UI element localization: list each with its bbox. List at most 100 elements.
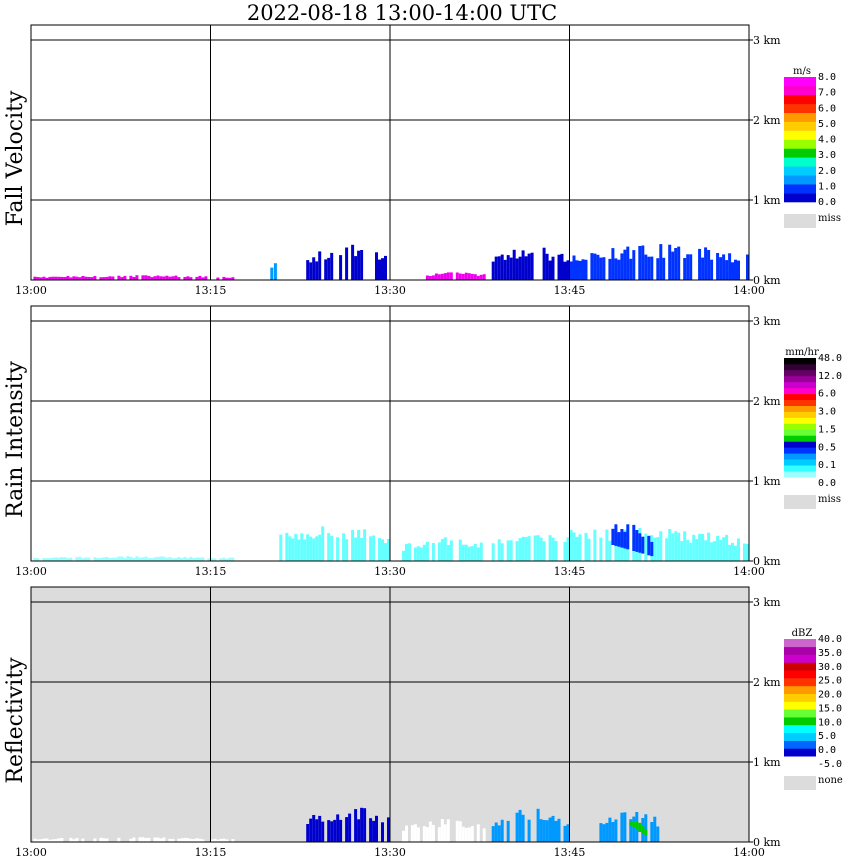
colorbar-swatch xyxy=(784,417,816,424)
echo-cell xyxy=(437,542,441,561)
echo-cell xyxy=(548,535,552,561)
echo-cell xyxy=(497,825,501,842)
echo-cell xyxy=(641,245,645,280)
echo-cell xyxy=(270,267,274,280)
echo-cell xyxy=(108,276,112,280)
echo-cell xyxy=(225,839,229,842)
echo-cell xyxy=(674,248,678,280)
echo-cell xyxy=(78,556,82,561)
echo-cell xyxy=(96,558,100,561)
echo-cell xyxy=(111,276,115,280)
echo-cell xyxy=(557,818,561,842)
echo-cell xyxy=(566,537,570,561)
echo-cell xyxy=(608,817,612,842)
echo-cell xyxy=(57,276,61,280)
echo-cell xyxy=(150,277,154,280)
time-tick-label: 14:00 xyxy=(733,846,765,859)
echo-cell xyxy=(201,557,205,561)
echo-cell xyxy=(57,557,61,561)
colorbar-swatch xyxy=(784,121,816,131)
echo-cell xyxy=(312,257,316,280)
colorbar-swatch xyxy=(784,423,816,430)
echo-cell xyxy=(273,263,277,280)
echo-cell xyxy=(602,824,606,842)
echo-cell xyxy=(102,557,106,561)
echo-cell xyxy=(617,535,621,561)
echo-cell xyxy=(629,258,633,280)
echo-cell xyxy=(123,275,127,280)
echo-cell xyxy=(315,819,319,842)
colorbar-label: 0.0 xyxy=(818,197,836,208)
colorbar-swatch xyxy=(784,685,816,694)
echo-cell xyxy=(150,558,154,561)
colorbar-swatch xyxy=(784,369,816,377)
height-tick-label: 2 km xyxy=(753,114,781,127)
echo-cell xyxy=(722,537,726,561)
echo-cell xyxy=(491,543,495,561)
echo-cell xyxy=(51,839,55,842)
echo-cell xyxy=(734,259,737,280)
echo-cell xyxy=(153,276,157,280)
echo-cell xyxy=(446,545,450,561)
echo-cell xyxy=(294,533,298,561)
echo-cell xyxy=(473,274,477,280)
echo-cell xyxy=(497,539,501,561)
echo-cell xyxy=(413,547,417,561)
echo-cell xyxy=(132,558,136,561)
echo-cell xyxy=(72,276,76,280)
echo-cell xyxy=(126,556,130,561)
echo-cell xyxy=(434,273,438,280)
echo-cell xyxy=(357,819,361,842)
echo-cell xyxy=(443,824,447,842)
echo-cell xyxy=(620,529,624,548)
echo-cell xyxy=(527,819,531,842)
echo-cell xyxy=(464,272,468,280)
echo-cell xyxy=(470,273,474,280)
echo-cell xyxy=(458,539,462,561)
echo-cell xyxy=(219,839,223,842)
colorbar-swatch xyxy=(784,662,816,671)
echo-cell xyxy=(162,556,166,561)
echo-cell xyxy=(440,539,444,561)
echo-cell xyxy=(210,839,214,842)
echo-cell xyxy=(569,261,573,280)
echo-cell xyxy=(330,535,334,561)
echo-cell xyxy=(455,820,459,842)
echo-cell xyxy=(357,250,361,280)
colorbar-swatch xyxy=(784,130,816,140)
echo-cell xyxy=(644,814,648,842)
echo-cell xyxy=(500,543,504,561)
time-tick-label: 13:00 xyxy=(15,565,47,578)
echo-cell xyxy=(345,817,349,842)
echo-cell xyxy=(174,275,178,280)
echo-cell xyxy=(554,820,558,842)
echo-cell xyxy=(425,827,429,842)
echo-cell xyxy=(563,541,567,561)
echo-cell xyxy=(626,524,630,550)
echo-cell xyxy=(410,825,414,842)
echo-cell xyxy=(330,252,334,280)
height-tick-label: 2 km xyxy=(753,395,781,408)
echo-cell xyxy=(731,542,734,561)
echo-cell xyxy=(339,255,343,280)
colorbar-swatch xyxy=(784,453,816,460)
echo-cell xyxy=(614,819,618,842)
echo-cell xyxy=(533,535,537,561)
echo-cell xyxy=(114,557,118,561)
colorbar-swatch xyxy=(784,646,816,655)
echo-cell xyxy=(333,819,337,842)
echo-cell xyxy=(575,260,579,280)
echo-cell xyxy=(84,557,88,561)
echo-cell xyxy=(171,838,175,842)
echo-feature xyxy=(402,819,486,842)
echo-cell xyxy=(710,542,714,561)
echo-cell xyxy=(695,539,699,561)
echo-cell xyxy=(402,830,405,842)
echo-cell xyxy=(608,540,612,561)
height-tick-label: 3 km xyxy=(753,315,781,328)
echo-cell xyxy=(33,838,37,842)
echo-cell xyxy=(327,533,331,561)
echo-cell xyxy=(111,557,115,561)
colorbar-label: 35.0 xyxy=(818,648,842,659)
echo-cell xyxy=(632,816,636,842)
